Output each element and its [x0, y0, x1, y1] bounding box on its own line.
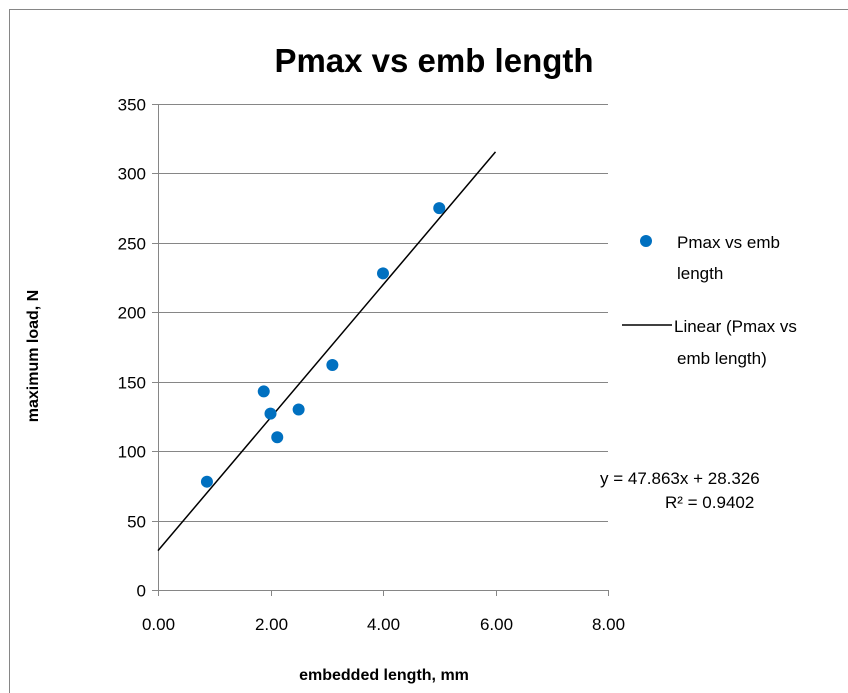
chart-frame [9, 9, 848, 693]
legend-series-label-line1: Pmax vs emb [677, 233, 780, 252]
x-tick-label-4: 8.00 [592, 615, 625, 634]
y-tick-label-4: 200 [118, 304, 146, 323]
data-point-0-5 [326, 359, 339, 372]
data-point-0-6 [377, 267, 389, 280]
y-tick-label-7: 350 [118, 96, 146, 115]
data-point-0-4 [292, 403, 305, 416]
y-tick-label-3: 150 [118, 374, 146, 393]
y-tick-label-1: 50 [127, 513, 146, 532]
y-tick-label-0: 0 [137, 582, 146, 601]
y-axis-title: maximum load, N [25, 290, 42, 422]
y-tick-label-5: 250 [118, 235, 146, 254]
trendline-layer [157, 151, 497, 552]
trendline-equation: y = 47.863x + 28.326 [600, 469, 760, 488]
x-axis-title: embedded length, mm [299, 667, 469, 684]
legend-series-label-line2: length [677, 264, 723, 283]
data-point-0-0 [200, 475, 213, 488]
trendline [157, 151, 497, 552]
x-tick-labels: 0.00 2.00 4.00 6.00 8.00 [142, 615, 625, 634]
data-point-0-3 [271, 431, 284, 444]
gridlines [152, 104, 608, 591]
y-tick-label-2: 100 [118, 443, 146, 462]
y-tick-label-6: 300 [118, 165, 146, 184]
x-tick-label-1: 2.00 [255, 615, 288, 634]
x-tick-label-2: 4.00 [367, 615, 400, 634]
x-tick-label-3: 6.00 [480, 615, 513, 634]
legend-trend-label-line1: Linear (Pmax vs [674, 317, 797, 336]
y-tick-labels: 0 50 100 150 200 250 300 350 [118, 96, 146, 601]
legend-trend-label-line2: emb length) [677, 349, 767, 368]
data-point-0-2 [264, 407, 277, 420]
chart-title: Pmax vs emb length [274, 42, 593, 79]
x-tick-label-0: 0.00 [142, 615, 175, 634]
data-points [200, 202, 446, 488]
axes [158, 104, 609, 596]
legend: Pmax vs emb length Linear (Pmax vs emb l… [622, 233, 797, 368]
trendline-r-squared: R² = 0.9402 [665, 493, 754, 512]
data-point-0-1 [257, 385, 270, 398]
legend-marker-series [640, 235, 652, 247]
data-point-0-7 [433, 202, 446, 215]
